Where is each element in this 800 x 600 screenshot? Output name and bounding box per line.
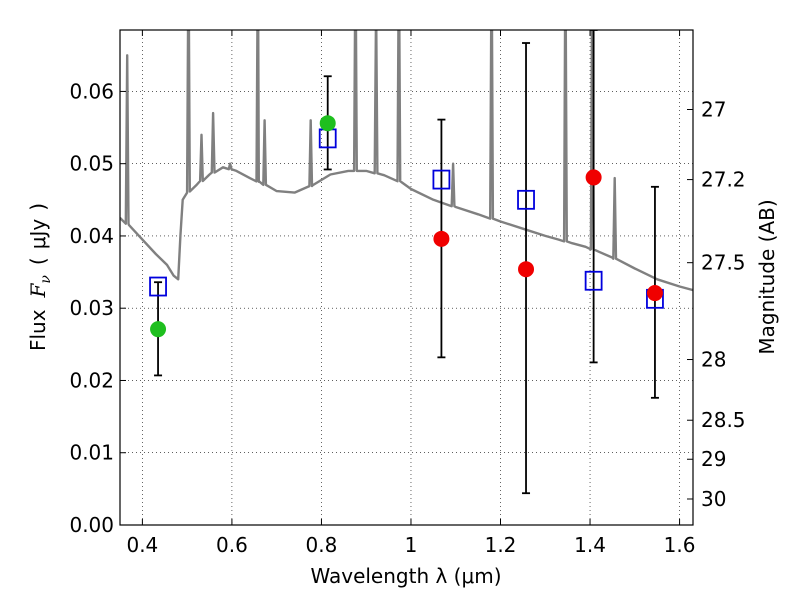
model-spectrum bbox=[120, 30, 693, 292]
x-tick-label: 0.4 bbox=[126, 533, 158, 557]
y-tick-label: 0.02 bbox=[69, 368, 114, 392]
y-axis-label-close: ) bbox=[26, 203, 50, 211]
model-photometry bbox=[149, 128, 664, 309]
y-axis-label-unit: μJy bbox=[26, 219, 50, 250]
observed-flux-point-red bbox=[433, 230, 450, 247]
right-axis-label: Magnitude (AB) bbox=[755, 199, 779, 354]
x-tick-label: 1.6 bbox=[664, 533, 696, 557]
observed-flux-point-red bbox=[585, 169, 602, 186]
x-tick-label: 0.8 bbox=[306, 533, 338, 557]
x-axis-ticks: 0.4 0.6 0.8 1 1.2 1.4 1.6 bbox=[126, 30, 695, 557]
model-flux-marker bbox=[584, 270, 603, 291]
right-tick-label: 29 bbox=[701, 447, 726, 471]
right-tick-label: 28.5 bbox=[701, 408, 746, 432]
y-tick-label: 0.03 bbox=[69, 296, 114, 320]
x-tick-label: 1.4 bbox=[574, 533, 606, 557]
y-tick-label: 0.00 bbox=[69, 513, 114, 537]
model-flux-marker bbox=[432, 169, 451, 190]
y-tick-label: 0.06 bbox=[69, 79, 114, 103]
y-tick-label: 0.05 bbox=[69, 152, 114, 176]
x-tick-label: 0.6 bbox=[216, 533, 248, 557]
observed-photometry bbox=[150, 115, 663, 338]
x-axis-label: Wavelength λ (μm) bbox=[310, 564, 501, 588]
y-axis-label-symbol: F bbox=[26, 282, 50, 298]
x-tick-label: 1.2 bbox=[485, 533, 517, 557]
right-tick-label: 27.2 bbox=[701, 168, 746, 192]
observed-flux-point-green bbox=[319, 115, 336, 132]
plot-frame bbox=[119, 29, 694, 526]
y-axis-label: Flux Fν ( μJy) bbox=[26, 203, 54, 351]
error-bars bbox=[154, 30, 659, 495]
right-tick-label: 30 bbox=[701, 487, 726, 511]
observed-flux-point-red bbox=[646, 285, 663, 302]
y-axis-ticks: 0.00 0.01 0.02 0.03 0.04 0.05 0.06 bbox=[69, 79, 126, 537]
right-axis-ticks: 27 27.2 27.5 28 28.5 29 30 bbox=[687, 97, 746, 511]
right-tick-label: 27 bbox=[701, 97, 726, 121]
y-axis-label-open: ( bbox=[26, 257, 50, 265]
sed-spectrum-line bbox=[120, 30, 693, 292]
model-flux-marker bbox=[149, 276, 167, 297]
y-axis-label-subscript: ν bbox=[38, 275, 54, 284]
x-tick-label: 1 bbox=[405, 533, 418, 557]
right-tick-label: 27.5 bbox=[701, 251, 746, 275]
y-tick-label: 0.01 bbox=[69, 441, 114, 465]
model-flux-marker bbox=[517, 189, 535, 210]
observed-flux-point-red bbox=[518, 261, 535, 278]
grid bbox=[120, 30, 693, 526]
y-tick-label: 0.04 bbox=[69, 224, 114, 248]
right-tick-label: 28 bbox=[701, 348, 726, 372]
y-axis-label-prefix: Flux bbox=[26, 309, 50, 351]
observed-flux-point-green bbox=[150, 321, 167, 338]
